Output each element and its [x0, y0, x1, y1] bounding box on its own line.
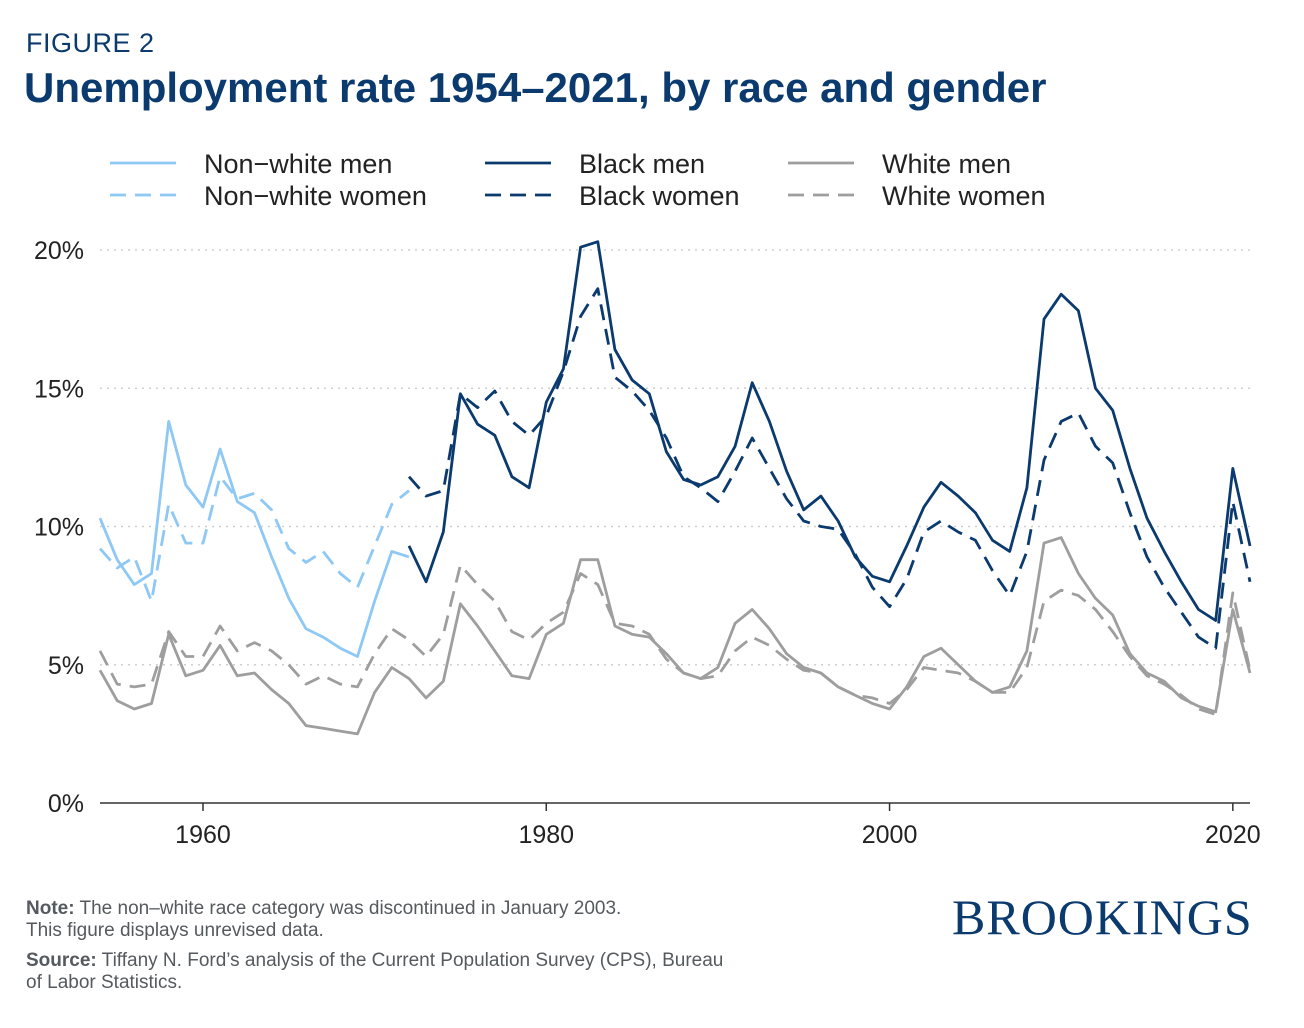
- note-text-2: This figure displays unrevised data.: [26, 920, 324, 941]
- legend-label: White men: [882, 149, 1011, 179]
- y-tick-label: 0%: [48, 790, 84, 818]
- series-line-white-men: [98, 536, 1252, 736]
- legend-label: White women: [882, 181, 1046, 211]
- chart-legend: Non−white men Black men White men Non−white…: [110, 149, 1046, 211]
- x-tick-label: 1960: [175, 821, 231, 849]
- brookings-logo: BROOKINGS: [952, 889, 1253, 945]
- axes: 0% 5% 10% 15% 20% 1960 1980 2000 2020: [34, 237, 1261, 849]
- source-text: Tiffany N. Ford’s analysis of the Curren…: [96, 950, 724, 971]
- series-lines: [98, 240, 1252, 736]
- x-tick-label: 2000: [862, 821, 918, 849]
- source-text-2: of Labor Statistics.: [26, 972, 183, 993]
- legend-label: Black men: [579, 149, 705, 179]
- source-label: Source:: [26, 950, 97, 971]
- y-tick-label: 5%: [48, 652, 84, 680]
- chart-source: Source: Tiffany N. Ford’s analysis of th…: [26, 950, 846, 994]
- figure-label: FIGURE 2: [26, 28, 155, 58]
- x-tick-label: 1980: [518, 821, 574, 849]
- legend-label: Non−white women: [204, 181, 427, 211]
- series-line-black-men: [407, 240, 1252, 622]
- series-line-white-women: [98, 563, 1252, 716]
- chart-title: Unemployment rate 1954–2021, by race and…: [24, 64, 1047, 111]
- series-line-black-women: [407, 287, 1252, 650]
- line-chart: Non−white men Black men White men Non−white…: [34, 149, 1261, 849]
- x-tick-label: 2020: [1205, 821, 1261, 849]
- y-tick-label: 15%: [34, 375, 84, 403]
- series-line-non-white-women: [98, 475, 410, 603]
- chart-note: Note: The non–white race category was di…: [26, 898, 846, 942]
- y-tick-label: 20%: [34, 237, 84, 265]
- note-text: The non–white race category was disconti…: [74, 898, 622, 919]
- series-line-non-white-men: [98, 419, 410, 658]
- note-label: Note:: [26, 898, 75, 919]
- y-tick-label: 10%: [34, 514, 84, 542]
- legend-label: Non−white men: [204, 149, 392, 179]
- legend-label: Black women: [579, 181, 740, 211]
